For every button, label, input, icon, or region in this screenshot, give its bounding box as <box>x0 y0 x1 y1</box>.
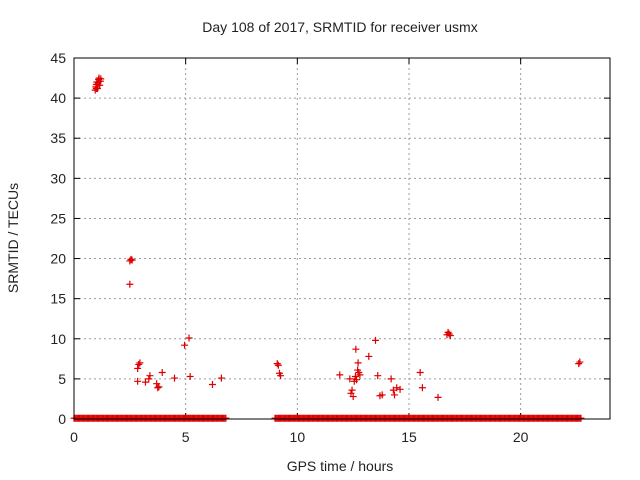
data-point <box>434 393 442 401</box>
data-point <box>134 377 142 385</box>
y-tick-label: 5 <box>58 371 66 387</box>
data-point <box>274 361 282 369</box>
data-point <box>217 374 225 382</box>
data-point <box>146 372 154 380</box>
data-point <box>127 255 135 263</box>
data-points <box>70 74 585 422</box>
data-point <box>97 75 105 83</box>
x-tick-label: 15 <box>401 429 417 445</box>
y-tick-label: 15 <box>50 291 66 307</box>
data-point <box>273 360 281 368</box>
data-point <box>181 341 189 349</box>
data-point <box>128 256 136 264</box>
y-tick-label: 40 <box>50 90 66 106</box>
data-point <box>356 371 364 379</box>
data-point <box>141 378 149 386</box>
data-point <box>390 391 398 399</box>
data-point <box>336 371 344 379</box>
data-point <box>445 330 453 338</box>
data-point <box>154 384 162 392</box>
y-tick-label: 30 <box>50 170 66 186</box>
data-point <box>135 360 143 368</box>
plot-frame <box>73 57 611 420</box>
data-point <box>92 84 100 92</box>
data-point <box>185 334 193 342</box>
y-tick-label: 10 <box>50 331 66 347</box>
data-point <box>577 414 585 422</box>
data-point <box>378 391 386 399</box>
data-point <box>446 332 454 340</box>
data-point <box>155 383 163 391</box>
data-point <box>145 375 153 383</box>
data-point <box>374 372 382 380</box>
data-point <box>365 352 373 360</box>
data-point <box>353 376 361 384</box>
data-point <box>96 81 104 89</box>
data-point <box>171 374 178 382</box>
y-axis-title: SRMTID / TECUs <box>5 183 21 293</box>
x-axis-title: GPS time / hours <box>287 458 394 474</box>
data-point <box>158 368 166 376</box>
y-tick-label: 35 <box>50 130 66 146</box>
data-point <box>351 372 359 380</box>
chart-title: Day 108 of 2017, SRMTID for receiver usm… <box>202 19 477 35</box>
grid-lines <box>74 58 610 419</box>
data-point <box>186 372 194 380</box>
data-point <box>393 384 401 392</box>
y-tick-label: 25 <box>50 210 66 226</box>
x-tick-label: 0 <box>70 429 78 445</box>
data-point <box>348 386 356 394</box>
y-tick-label: 0 <box>58 411 66 427</box>
data-point <box>576 358 584 366</box>
data-point <box>372 336 379 344</box>
data-point <box>349 393 357 401</box>
x-tick-label: 10 <box>290 429 306 445</box>
data-point <box>416 368 424 376</box>
y-tick-label: 45 <box>50 50 66 66</box>
data-point <box>136 359 144 367</box>
y-tick-label: 20 <box>50 251 66 267</box>
data-point <box>208 381 216 389</box>
data-point <box>346 375 354 383</box>
data-point <box>354 359 362 367</box>
data-point <box>126 280 134 288</box>
data-point <box>575 360 583 368</box>
data-point <box>352 345 360 353</box>
data-point <box>134 364 142 372</box>
axis-ticks: 0 5 10 15 20 25 30 35 40 45 0 5 10 15 20 <box>50 50 610 445</box>
data-point <box>222 414 230 422</box>
data-point <box>277 372 285 380</box>
data-point <box>396 385 404 393</box>
data-point <box>387 375 395 383</box>
x-tick-label: 5 <box>182 429 190 445</box>
x-tick-label: 20 <box>513 429 529 445</box>
data-point <box>418 384 426 392</box>
